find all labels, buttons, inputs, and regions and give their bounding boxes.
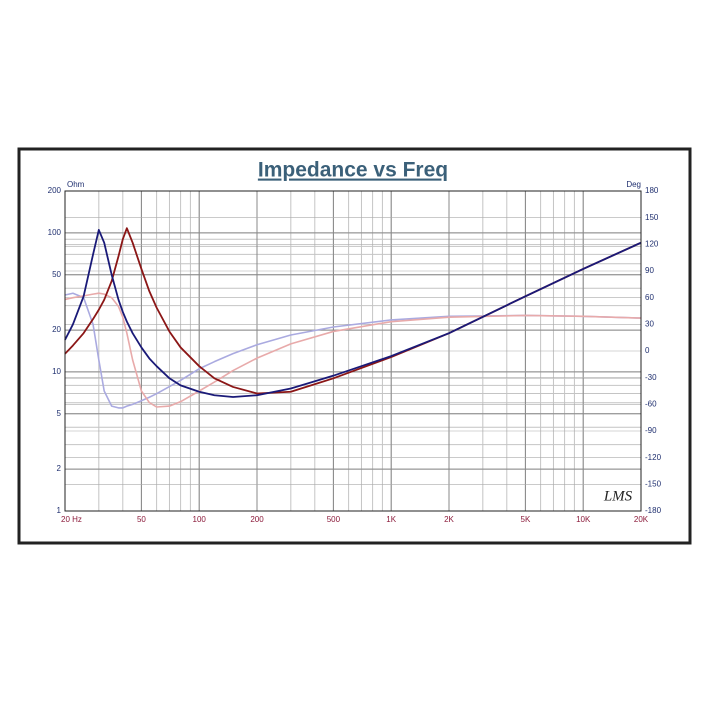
- x-tick-label: 500: [327, 515, 341, 524]
- y2-tick-label: 90: [645, 266, 654, 275]
- y2-tick-label: -150: [645, 479, 662, 488]
- y2-tick-label: 180: [645, 186, 659, 195]
- y2-tick-label: -30: [645, 373, 657, 382]
- x-tick-label: 2K: [444, 515, 454, 524]
- y-tick-label: 1: [57, 506, 62, 515]
- y-axis-label: Ohm: [67, 180, 85, 189]
- x-tick-label: 50: [137, 515, 146, 524]
- plot-border: [64, 190, 642, 512]
- series-line: [64, 292, 642, 409]
- y2-axis-label: Deg: [626, 180, 641, 189]
- y2-tick-label: -120: [645, 453, 662, 462]
- y-tick-label: 10: [52, 367, 61, 376]
- y-tick-label: 50: [52, 270, 61, 279]
- watermark: LMS: [603, 488, 633, 504]
- y-tick-label: 5: [57, 409, 62, 418]
- y2-tick-label: -90: [645, 426, 657, 435]
- y-tick-label: 20: [52, 325, 61, 334]
- y2-tick-label: 60: [645, 293, 654, 302]
- y2-tick-label: 0: [645, 346, 650, 355]
- x-tick-label: 10K: [576, 515, 591, 524]
- y2-tick-label: 150: [645, 213, 659, 222]
- series-line: [64, 229, 642, 398]
- chart-title: Impedance vs Freq: [258, 159, 448, 182]
- x-tick-label: 100: [193, 515, 207, 524]
- series-line: [64, 227, 642, 395]
- y2-tick-label: 120: [645, 239, 659, 248]
- x-tick-label: 1K: [386, 515, 396, 524]
- y-tick-label: 2: [57, 464, 62, 473]
- x-tick-label: 5K: [521, 515, 531, 524]
- y2-tick-label: -60: [645, 399, 657, 408]
- lines: [64, 227, 642, 409]
- y-tick-label: 200: [48, 186, 62, 195]
- x-tick-label: 20K: [634, 515, 649, 524]
- y2-tick-label: 30: [645, 319, 654, 328]
- x-tick-label: 20 Hz: [61, 515, 82, 524]
- y-tick-label: 100: [48, 228, 62, 237]
- y2-tick-label: -180: [645, 506, 662, 515]
- chart-frame: [17, 147, 692, 545]
- x-tick-label: 200: [250, 515, 264, 524]
- series-line: [64, 292, 642, 408]
